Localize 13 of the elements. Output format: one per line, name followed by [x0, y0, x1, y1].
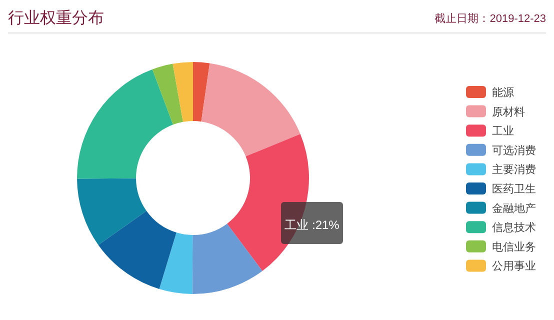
legend-label: 信息技术: [492, 221, 536, 234]
legend-label: 工业: [492, 124, 514, 138]
legend-label: 能源: [492, 86, 514, 99]
legend-label: 公用事业: [492, 260, 536, 273]
chart-title: 行业权重分布: [8, 9, 104, 27]
legend-label: 电信业务: [492, 240, 536, 254]
legend-label: 原材料: [492, 105, 525, 118]
chart-subtitle: 截止日期：2019-12-23: [434, 12, 546, 25]
legend-label: 可选消费: [492, 144, 536, 157]
legend-label: 主要消费: [492, 163, 536, 176]
legend-label: 金融地产: [492, 202, 536, 215]
legend-label: 医药卫生: [492, 182, 536, 196]
text: 工业 :21%: [284, 218, 340, 232]
